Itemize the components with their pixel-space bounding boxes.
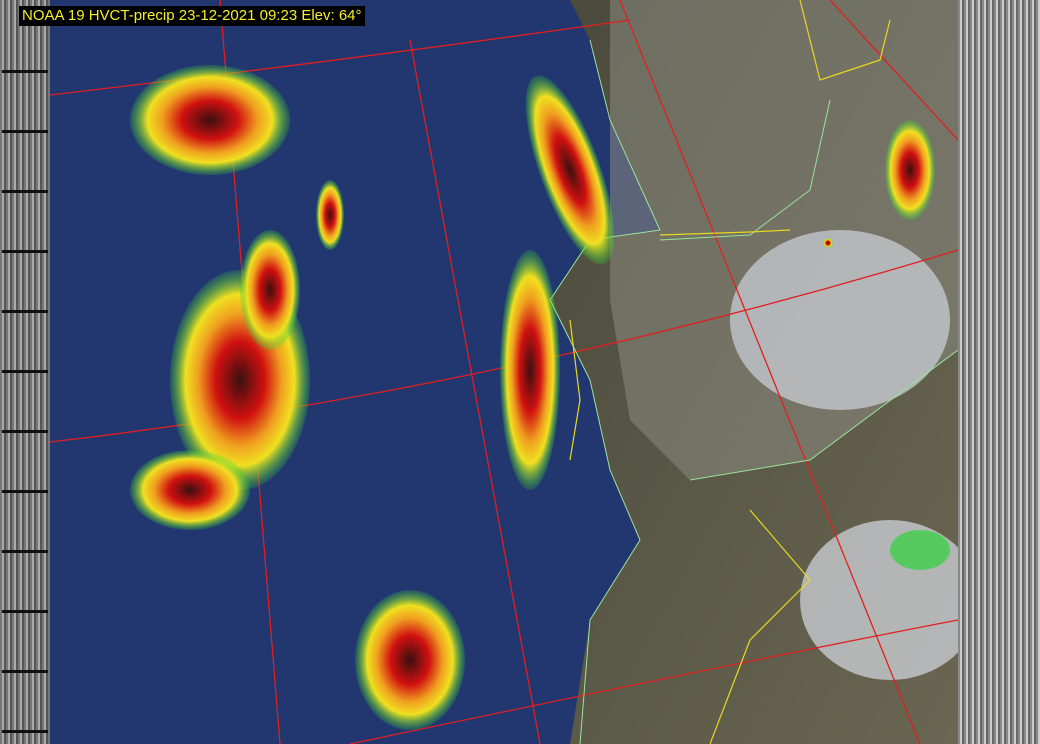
precipitation (130, 65, 950, 730)
telemetry-mark (2, 430, 48, 433)
telemetry-mark (2, 730, 48, 733)
telemetry-mark (2, 70, 48, 73)
telemetry-mark (2, 250, 48, 253)
image-caption: NOAA 19 HVCT-precip 23-12-2021 09:23 Ele… (19, 6, 365, 26)
telemetry-strip-left (0, 0, 50, 744)
map-view (50, 0, 958, 744)
cloud-cover (730, 230, 950, 410)
borders (569, 0, 891, 744)
telemetry-mark (2, 370, 48, 373)
telemetry-mark (2, 310, 48, 313)
telemetry-mark (2, 490, 48, 493)
coastlines (549, 39, 958, 744)
telemetry-mark (2, 610, 48, 613)
telemetry-mark (2, 670, 48, 673)
telemetry-mark (2, 130, 48, 133)
telemetry-mark (2, 190, 48, 193)
telemetry-mark (2, 550, 48, 553)
telemetry-strip-right (958, 0, 1040, 744)
